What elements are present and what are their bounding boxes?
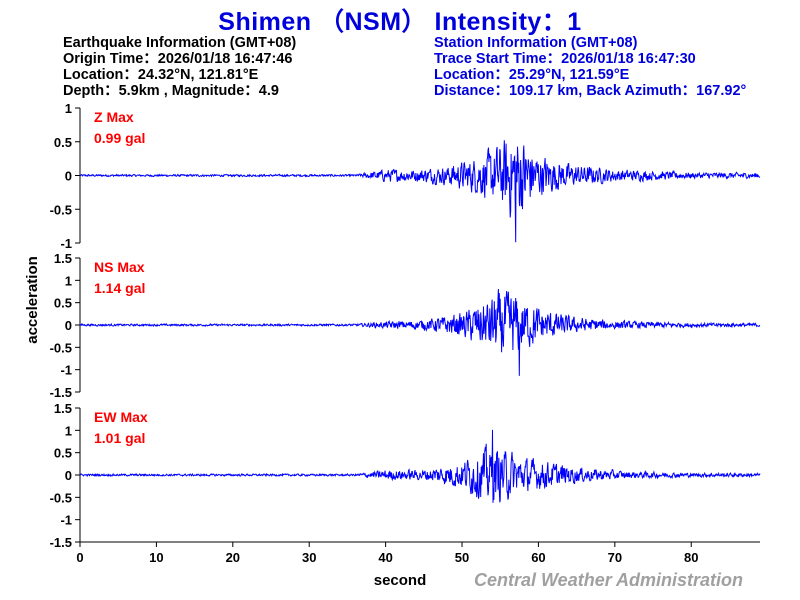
y-tick-label-z: -1 — [60, 236, 72, 251]
y-tick-label-ns: -1 — [60, 363, 72, 378]
x-tick-label: 0 — [76, 550, 83, 565]
y-tick-label-ns: -1.5 — [50, 385, 72, 400]
x-tick-label: 80 — [684, 550, 698, 565]
max-label-z: Z Max — [94, 109, 134, 125]
waveform-ns — [79, 288, 761, 376]
depth-magnitude: Depth：5.9km , Magnitude：4.9 — [63, 83, 279, 99]
y-tick-label-ew: -0.5 — [50, 490, 72, 505]
max-label-ew: EW Max — [94, 409, 148, 425]
x-tick-label: 10 — [149, 550, 163, 565]
y-tick-label-ew: -1.5 — [50, 535, 72, 550]
page-title: Shimen （NSM） Intensity：1 — [218, 8, 582, 36]
x-tick-label: 70 — [608, 550, 622, 565]
max-value-ns: 1.14 gal — [94, 280, 145, 296]
y-tick-label-z: -0.5 — [50, 202, 72, 217]
y-tick-label-ns: 0.5 — [54, 296, 72, 311]
waveform-ew — [79, 429, 761, 503]
y-tick-label-ew: -1 — [60, 513, 72, 528]
earthquake-info-heading: Earthquake Information (GMT+08) — [63, 35, 297, 51]
max-value-ew: 1.01 gal — [94, 430, 145, 446]
station-info-block: Station Information (GMT+08) Trace Start… — [434, 35, 746, 99]
earthquake-info-block: Earthquake Information (GMT+08) Origin T… — [63, 35, 296, 99]
y-tick-label-z: 0 — [65, 169, 72, 184]
y-tick-label-ew: 0.5 — [54, 446, 72, 461]
y-tick-label-ns: 0 — [65, 318, 72, 333]
max-label-ns: NS Max — [94, 259, 145, 275]
trace-start-time: Trace Start Time：2026/01/18 16:47:30 — [434, 51, 696, 67]
y-axis-label: acceleration — [24, 256, 41, 344]
station-location: Location：25.29°N, 121.59°E — [434, 67, 630, 83]
y-tick-label-ew: 0 — [65, 468, 72, 483]
y-tick-label-ns: 1.5 — [54, 251, 72, 266]
x-tick-label: 20 — [226, 550, 240, 565]
x-axis-label: second — [374, 572, 427, 589]
max-value-z: 0.99 gal — [94, 130, 145, 146]
x-tick-label: 50 — [455, 550, 469, 565]
y-tick-label-ew: 1.5 — [54, 401, 72, 416]
waveform-z — [79, 140, 761, 243]
y-tick-label-z: 1 — [65, 101, 72, 116]
x-tick-label: 60 — [531, 550, 545, 565]
y-tick-label-z: 0.5 — [54, 135, 72, 150]
epicenter-location: Location：24.32°N, 121.81°E — [63, 67, 259, 83]
x-tick-label: 40 — [378, 550, 392, 565]
y-tick-label-ns: 1 — [65, 273, 72, 288]
origin-time: Origin Time：2026/01/18 16:47:46 — [63, 51, 293, 67]
y-tick-label-ew: 1 — [65, 423, 72, 438]
station-info-heading: Station Information (GMT+08) — [434, 35, 638, 51]
credit-label: Central Weather Administration — [474, 570, 744, 590]
distance-azimuth: Distance：109.17 km, Back Azimuth：167.92° — [434, 83, 747, 99]
x-tick-label: 30 — [302, 550, 316, 565]
y-tick-label-ns: -0.5 — [50, 340, 72, 355]
